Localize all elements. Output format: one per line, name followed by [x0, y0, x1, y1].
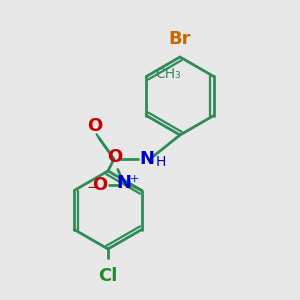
Text: O: O: [92, 176, 107, 194]
Text: H: H: [155, 155, 166, 169]
Text: N: N: [116, 174, 131, 192]
Text: +: +: [130, 174, 140, 184]
Text: Cl: Cl: [98, 267, 118, 285]
Text: CH₃: CH₃: [155, 67, 181, 80]
Text: N: N: [140, 150, 154, 168]
Text: Br: Br: [169, 30, 191, 48]
Text: O: O: [87, 117, 102, 135]
Text: O: O: [107, 148, 122, 166]
Text: −: −: [86, 180, 99, 195]
